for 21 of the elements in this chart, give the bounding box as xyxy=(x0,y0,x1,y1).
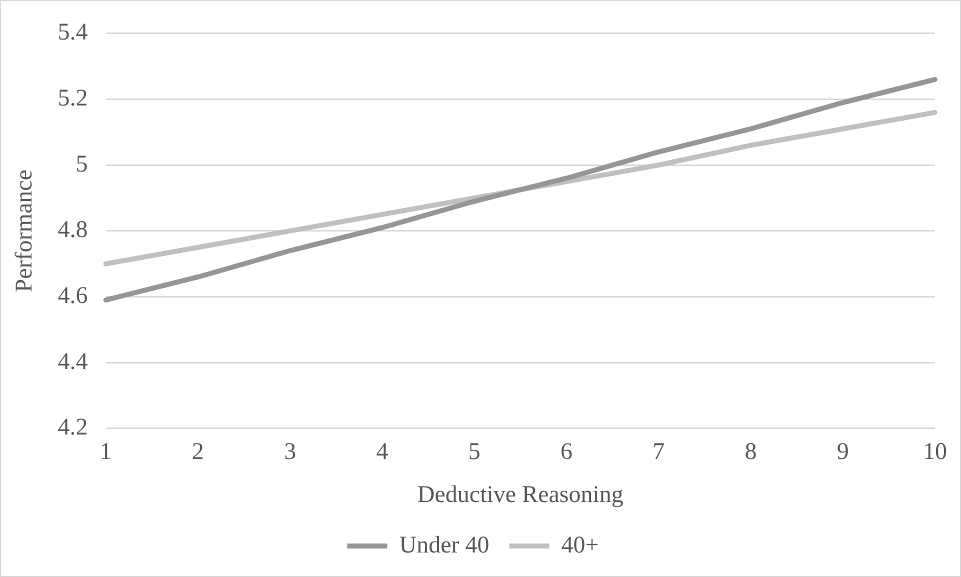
y-tick-label: 5 xyxy=(76,151,88,178)
legend-label: Under 40 xyxy=(399,532,490,558)
y-axis-title: Performance xyxy=(12,170,38,292)
x-tick-label: 8 xyxy=(744,439,757,466)
legend-label: 40+ xyxy=(561,532,599,558)
x-tick-label: 7 xyxy=(652,439,665,466)
y-tick-label: 5.2 xyxy=(58,86,88,112)
y-tick-label: 4.8 xyxy=(58,217,88,244)
x-tick-label: 3 xyxy=(284,439,296,466)
y-tick-label: 5.4 xyxy=(58,20,88,46)
y-tick-label: 4.2 xyxy=(58,414,88,441)
x-tick-label: 10 xyxy=(923,439,947,466)
x-tick-label: 9 xyxy=(836,439,849,466)
x-tick-label: 6 xyxy=(560,439,572,466)
x-tick-label: 4 xyxy=(376,439,388,466)
x-tick-label: 5 xyxy=(468,439,480,466)
y-tick-label: 4.6 xyxy=(58,283,88,310)
x-tick-label: 2 xyxy=(192,439,204,466)
x-tick-label: 1 xyxy=(100,439,112,466)
y-tick-label: 4.4 xyxy=(58,348,88,375)
x-axis-title: Deductive Reasoning xyxy=(417,482,624,508)
